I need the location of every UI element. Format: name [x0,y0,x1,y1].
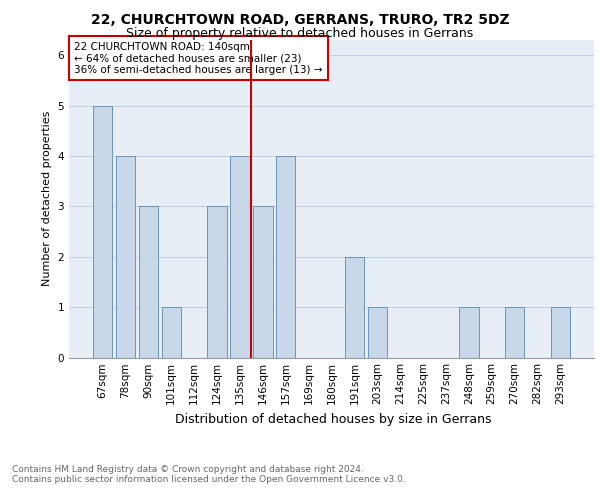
Bar [551,307,570,358]
Text: 22, CHURCHTOWN ROAD, GERRANS, TRURO, TR2 5DZ: 22, CHURCHTOWN ROAD, GERRANS, TRURO, TR2… [91,12,509,26]
Bar [459,307,479,358]
Bar [368,307,387,358]
Bar [116,156,135,358]
Y-axis label: Number of detached properties: Number of detached properties [42,111,52,286]
Bar [276,156,295,358]
Bar [161,307,181,358]
Bar [344,256,364,358]
Text: Contains HM Land Registry data © Crown copyright and database right 2024.
Contai: Contains HM Land Registry data © Crown c… [12,465,406,484]
Bar [208,206,227,358]
Bar [93,106,112,358]
Bar [505,307,524,358]
Text: Size of property relative to detached houses in Gerrans: Size of property relative to detached ho… [127,28,473,40]
Bar [253,206,272,358]
Text: Distribution of detached houses by size in Gerrans: Distribution of detached houses by size … [175,412,491,426]
Bar [230,156,250,358]
Text: 22 CHURCHTOWN ROAD: 140sqm
← 64% of detached houses are smaller (23)
36% of semi: 22 CHURCHTOWN ROAD: 140sqm ← 64% of deta… [74,42,323,75]
Bar [139,206,158,358]
